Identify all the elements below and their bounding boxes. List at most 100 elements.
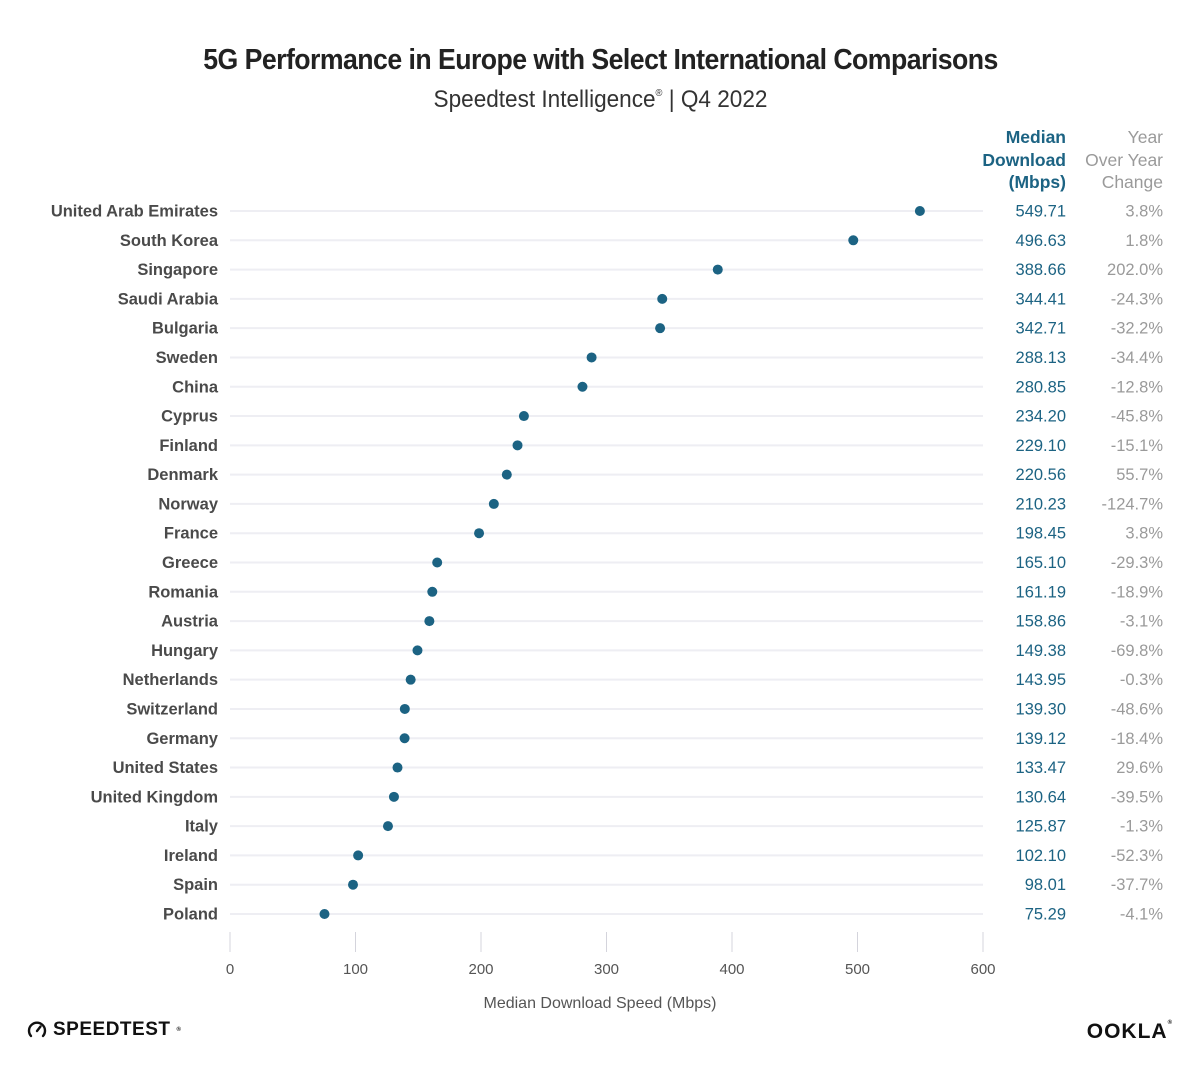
download-value: 165.10: [1016, 554, 1066, 572]
chart-row: Finland 229.10 -15.1%: [159, 437, 1163, 455]
yoy-column-header: Year Over Year Change: [1053, 126, 1163, 194]
category-label: China: [172, 378, 219, 396]
download-value: 229.10: [1016, 437, 1066, 455]
yoy-change-value: -39.5%: [1111, 788, 1164, 806]
subtitle-source: Speedtest Intelligence: [433, 86, 656, 113]
category-label: Spain: [173, 876, 218, 894]
chart-row: Romania 161.19 -18.9%: [148, 583, 1163, 601]
download-value: 102.10: [1016, 847, 1066, 865]
yoy-change-value: 202.0%: [1107, 261, 1163, 279]
x-tick-label: 500: [845, 961, 870, 978]
chart-row: Norway 210.23 -124.7%: [158, 495, 1163, 513]
x-tick-label: 300: [594, 961, 619, 978]
chart-row: Germany 139.12 -18.4%: [146, 730, 1163, 748]
chart-row: United States 133.47 29.6%: [113, 759, 1164, 777]
category-label: South Korea: [120, 232, 219, 250]
category-label: France: [164, 525, 218, 543]
data-point: [712, 264, 723, 275]
download-value: 133.47: [1016, 759, 1066, 777]
chart-row: Hungary 149.38 -69.8%: [151, 642, 1163, 660]
chart-subtitle: Speedtest Intelligence® | Q4 2022: [36, 86, 1165, 114]
chart-rows: United Arab Emirates 549.71 3.8% South Kore…: [51, 203, 1164, 924]
chart-row: Singapore 388.66 202.0%: [137, 261, 1163, 279]
data-point: [388, 791, 399, 802]
yoy-change-value: -12.8%: [1111, 378, 1164, 396]
category-label: Norway: [158, 495, 218, 513]
download-header-line: (Mbps): [1008, 172, 1066, 192]
download-value: 220.56: [1016, 466, 1066, 484]
download-header-line: Download: [982, 149, 1066, 170]
category-label: Austria: [161, 613, 219, 631]
category-label: Netherlands: [123, 671, 218, 689]
download-value: 280.85: [1016, 378, 1066, 396]
yoy-change-value: 55.7%: [1116, 466, 1163, 484]
data-point: [399, 703, 410, 714]
yoy-change-value: -18.9%: [1111, 583, 1164, 601]
data-point: [405, 674, 416, 685]
gauge-icon: [27, 1021, 47, 1038]
download-value: 139.30: [1016, 700, 1066, 718]
speedtest-reg-mark: ®: [176, 1027, 182, 1033]
chart-row: United Kingdom 130.64 -39.5%: [91, 788, 1164, 806]
chart-row: Cyprus 234.20 -45.8%: [161, 408, 1163, 426]
chart-row: South Korea 496.63 1.8%: [120, 232, 1163, 250]
yoy-change-value: -3.1%: [1120, 613, 1163, 631]
yoy-change-value: -4.1%: [1120, 906, 1163, 924]
category-label: Poland: [163, 906, 218, 924]
download-value: 125.87: [1016, 818, 1066, 836]
x-tick-label: 400: [719, 961, 744, 978]
yoy-change-value: -45.8%: [1111, 408, 1164, 426]
x-axis: 0 100 200 300 400 500 600: [226, 932, 996, 978]
x-tick-label: 200: [468, 961, 493, 978]
data-point: [392, 762, 403, 773]
download-value: 139.12: [1016, 730, 1066, 748]
download-value: 288.13: [1016, 349, 1066, 367]
x-tick-label: 600: [970, 961, 995, 978]
category-label: Germany: [146, 730, 218, 748]
data-point: [501, 469, 512, 480]
data-point: [412, 645, 423, 656]
yoy-change-value: 3.8%: [1125, 525, 1163, 543]
data-point: [353, 850, 364, 861]
speedtest-logo: SPEEDTEST ®: [27, 1019, 181, 1041]
chart-row: United Arab Emirates 549.71 3.8%: [51, 203, 1164, 221]
x-tick-label: 0: [226, 961, 234, 978]
chart-row: Italy 125.87 -1.3%: [185, 818, 1163, 836]
data-point: [848, 235, 859, 246]
data-point: [348, 879, 359, 890]
chart-row: China 280.85 -12.8%: [172, 378, 1163, 396]
data-point: [518, 411, 529, 422]
chart-row: Austria 158.86 -3.1%: [161, 613, 1163, 631]
chart-row: Netherlands 143.95 -0.3%: [123, 671, 1164, 689]
yoy-header-line: Over Year: [1085, 149, 1163, 170]
chart-row: Ireland 102.10 -52.3%: [164, 847, 1163, 865]
yoy-header-line: Year: [1127, 127, 1163, 147]
category-label: Cyprus: [161, 408, 218, 426]
download-value: 342.71: [1016, 320, 1066, 338]
data-point: [655, 323, 666, 334]
category-label: Italy: [185, 818, 219, 836]
chart-title: 5G Performance in Europe with Select Int…: [203, 44, 998, 76]
data-point: [319, 909, 330, 919]
data-point: [424, 616, 435, 627]
registered-mark: ®: [655, 88, 663, 99]
yoy-change-value: -34.4%: [1111, 349, 1164, 367]
data-point: [427, 586, 438, 597]
download-column-header: Median Download (Mbps): [956, 126, 1066, 194]
chart-row: Switzerland 139.30 -48.6%: [126, 700, 1163, 718]
chart-row: Denmark 220.56 55.7%: [147, 466, 1163, 484]
download-value: 161.19: [1016, 583, 1066, 601]
category-label: Romania: [148, 583, 219, 601]
yoy-change-value: -48.6%: [1111, 700, 1164, 718]
yoy-change-value: 1.8%: [1125, 232, 1163, 250]
subtitle-period: | Q4 2022: [662, 86, 768, 113]
x-axis-label: Median Download Speed (Mbps): [483, 995, 716, 1012]
data-point: [914, 206, 925, 216]
category-label: Ireland: [164, 847, 218, 865]
yoy-change-value: -124.7%: [1102, 495, 1164, 513]
data-point: [577, 381, 588, 392]
yoy-change-value: 29.6%: [1116, 759, 1163, 777]
data-point: [586, 352, 597, 363]
yoy-header-line: Change: [1101, 172, 1163, 192]
